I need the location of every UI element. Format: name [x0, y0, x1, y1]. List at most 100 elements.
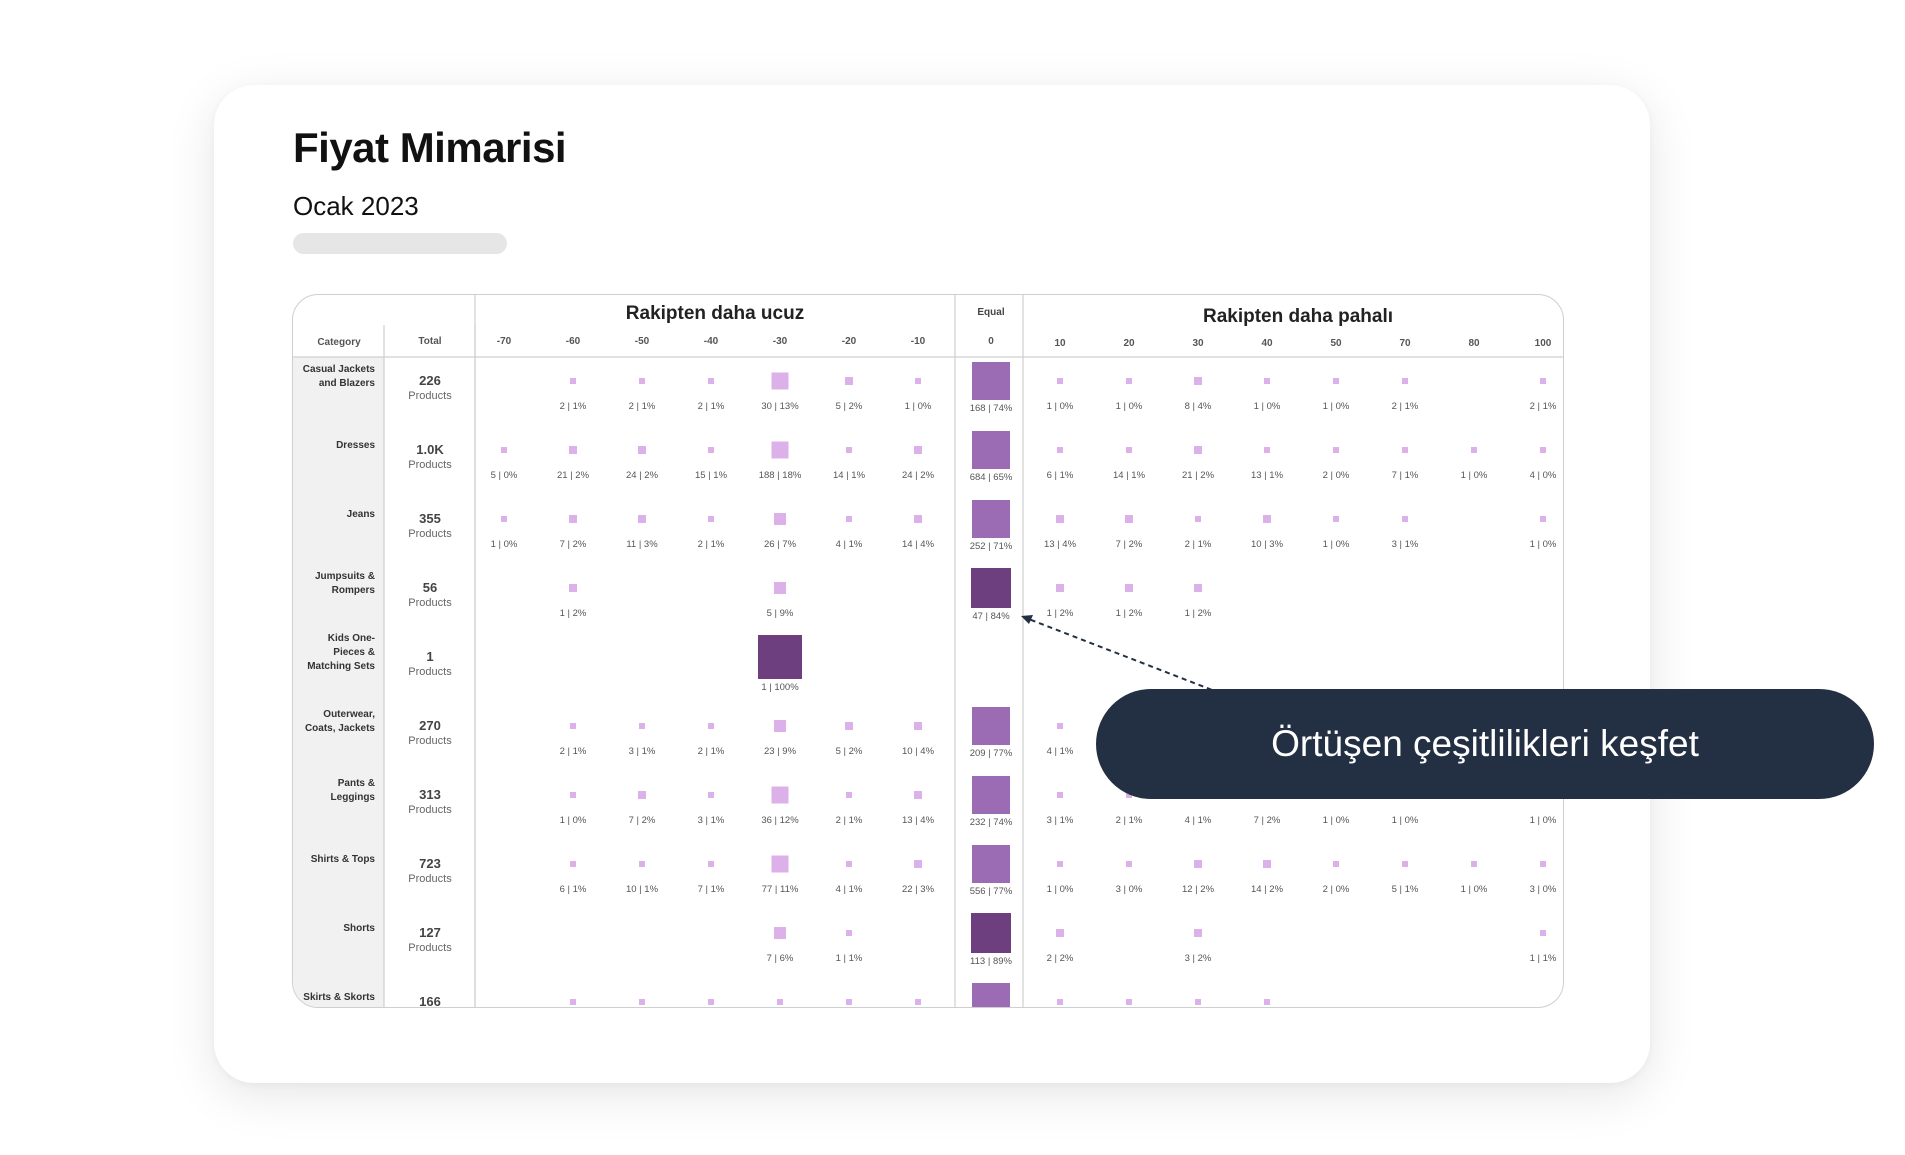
- row-category-label: Matching Sets: [307, 661, 375, 672]
- heat-cell-label: 4 | 0%: [1530, 470, 1557, 481]
- heat-cell-mark: [1195, 516, 1201, 522]
- page-subtitle: Ocak 2023: [293, 191, 419, 221]
- heat-cell-mark: [1194, 929, 1202, 937]
- heat-cell-mark: [1056, 929, 1064, 937]
- heat-cell-label: 13 | 4%: [1044, 539, 1077, 550]
- heat-cell-label: 2 | 1%: [560, 746, 587, 757]
- heat-cell-mark: [1402, 516, 1408, 522]
- row-category-label: Jumpsuits &: [315, 571, 375, 582]
- heat-cell-mark: [1056, 515, 1064, 523]
- heat-cell-mark: [708, 378, 714, 384]
- heat-cell-mark: [1264, 447, 1270, 453]
- explore-overlaps-button[interactable]: Örtüşen çeşitlilikleri keşfet: [1096, 689, 1874, 799]
- heat-cell-mark: [569, 515, 577, 523]
- heat-cell-label: 14 | 4%: [902, 539, 935, 550]
- heat-cell-label: 47 | 84%: [972, 611, 1010, 622]
- heat-cell-mark: [1057, 378, 1063, 384]
- heat-cell-label: 2 | 0%: [1323, 470, 1350, 481]
- heat-cell-label: 1 | 0%: [1392, 815, 1419, 826]
- heat-cell-label: 10 | 4%: [902, 746, 935, 757]
- x-tick-label: -60: [566, 336, 581, 347]
- heat-cell-mark: [570, 861, 576, 867]
- heat-cell-mark: [1126, 447, 1132, 453]
- heat-cell-mark: [1540, 447, 1546, 453]
- heat-cell-mark: [708, 999, 714, 1005]
- matrix-svg: Rakipten daha ucuz Equal Rakipten daha pah…: [293, 295, 1563, 1007]
- heat-cell-mark: [1126, 792, 1132, 798]
- heat-cell-mark: [774, 513, 786, 525]
- heat-cell-label: 10 | 3%: [1251, 539, 1284, 550]
- heat-cell-mark: [569, 584, 577, 592]
- heat-cell-mark: [1194, 377, 1202, 385]
- heat-cell-label: 556 | 77%: [970, 886, 1013, 897]
- heat-cell-mark: [758, 635, 802, 679]
- row-category-label: Casual Jackets: [303, 364, 376, 375]
- heat-cell-label: 1 | 0%: [1323, 539, 1350, 550]
- row-total-unit: Products: [408, 666, 452, 678]
- heat-cell-mark: [1471, 447, 1477, 453]
- heat-cell-mark: [1263, 860, 1271, 868]
- heat-cell-mark: [1195, 999, 1201, 1005]
- heat-cell-mark: [846, 930, 852, 936]
- heat-cell-mark: [1056, 584, 1064, 592]
- heat-cell-label: 1 | 2%: [1047, 608, 1074, 619]
- heat-cell-label: 3 | 0%: [1116, 884, 1143, 895]
- heat-cell-mark: [1402, 861, 1408, 867]
- heat-cell-label: 10 | 1%: [626, 884, 659, 895]
- heat-cell-mark: [1057, 999, 1063, 1005]
- heat-cell-label: 2 | 1%: [1530, 401, 1557, 412]
- heat-cell-label: 684 | 65%: [970, 472, 1013, 483]
- heat-cell-mark: [846, 999, 852, 1005]
- row-total-unit: Products: [408, 804, 452, 816]
- row-total-unit: Products: [408, 597, 452, 609]
- x-tick-label: -70: [497, 336, 512, 347]
- heat-cell-mark: [1264, 999, 1270, 1005]
- heat-cell-mark: [846, 516, 852, 522]
- row-total-unit: Products: [408, 390, 452, 402]
- heat-cell-label: 12 | 2%: [1182, 884, 1215, 895]
- heat-cell-mark: [971, 913, 1011, 953]
- heat-cell-label: 23 | 9%: [764, 746, 797, 757]
- heat-cell-label: 2 | 1%: [698, 746, 725, 757]
- heat-cell-mark: [570, 378, 576, 384]
- row-total-value: 270: [419, 718, 441, 733]
- row-category-label: Shorts: [343, 923, 375, 934]
- heat-cell-label: 24 | 2%: [902, 470, 935, 481]
- heat-cell-mark: [777, 999, 783, 1005]
- heat-cell-mark: [972, 845, 1010, 883]
- heat-cell-label: 4 | 1%: [1185, 815, 1212, 826]
- heat-cell-label: 3 | 2%: [1185, 953, 1212, 964]
- heat-cell-label: 6 | 1%: [1047, 470, 1074, 481]
- row-category-label: Dresses: [336, 440, 375, 451]
- heat-cell-mark: [972, 431, 1010, 469]
- heat-cell-label: 8 | 4%: [1185, 401, 1212, 412]
- heat-cell-label: 252 | 71%: [970, 541, 1013, 552]
- heat-cell-label: 1 | 2%: [1116, 608, 1143, 619]
- heat-cell-label: 21 | 2%: [1182, 470, 1215, 481]
- heat-cell-mark: [774, 720, 786, 732]
- heat-cell-mark: [846, 792, 852, 798]
- row-total-value: 313: [419, 787, 441, 802]
- heat-cell-label: 2 | 1%: [1185, 539, 1212, 550]
- row-category-label: Shirts & Tops: [311, 854, 376, 865]
- x-tick-label: -30: [773, 336, 788, 347]
- heat-cell-mark: [771, 441, 789, 459]
- heat-cell-label: 14 | 1%: [1113, 470, 1146, 481]
- row-category-label: and Blazers: [319, 378, 376, 389]
- x-tick-label: -40: [704, 336, 719, 347]
- heat-cell-mark: [708, 723, 714, 729]
- heat-cell-label: 2 | 2%: [1047, 953, 1074, 964]
- heat-cell-mark: [846, 447, 852, 453]
- heat-cell-label: 1 | 0%: [560, 815, 587, 826]
- heat-cell-mark: [914, 446, 922, 454]
- heat-cell-mark: [1263, 515, 1271, 523]
- heat-cell-mark: [708, 516, 714, 522]
- heat-cell-mark: [570, 723, 576, 729]
- heat-cell-label: 7 | 2%: [629, 815, 656, 826]
- heat-cell-mark: [845, 377, 853, 385]
- heat-cell-label: 13 | 1%: [1251, 470, 1284, 481]
- x-tick-label: -50: [635, 336, 650, 347]
- heat-cell-label: 1 | 0%: [1323, 401, 1350, 412]
- heat-cell-label: 2 | 1%: [629, 401, 656, 412]
- heat-cell-mark: [638, 515, 646, 523]
